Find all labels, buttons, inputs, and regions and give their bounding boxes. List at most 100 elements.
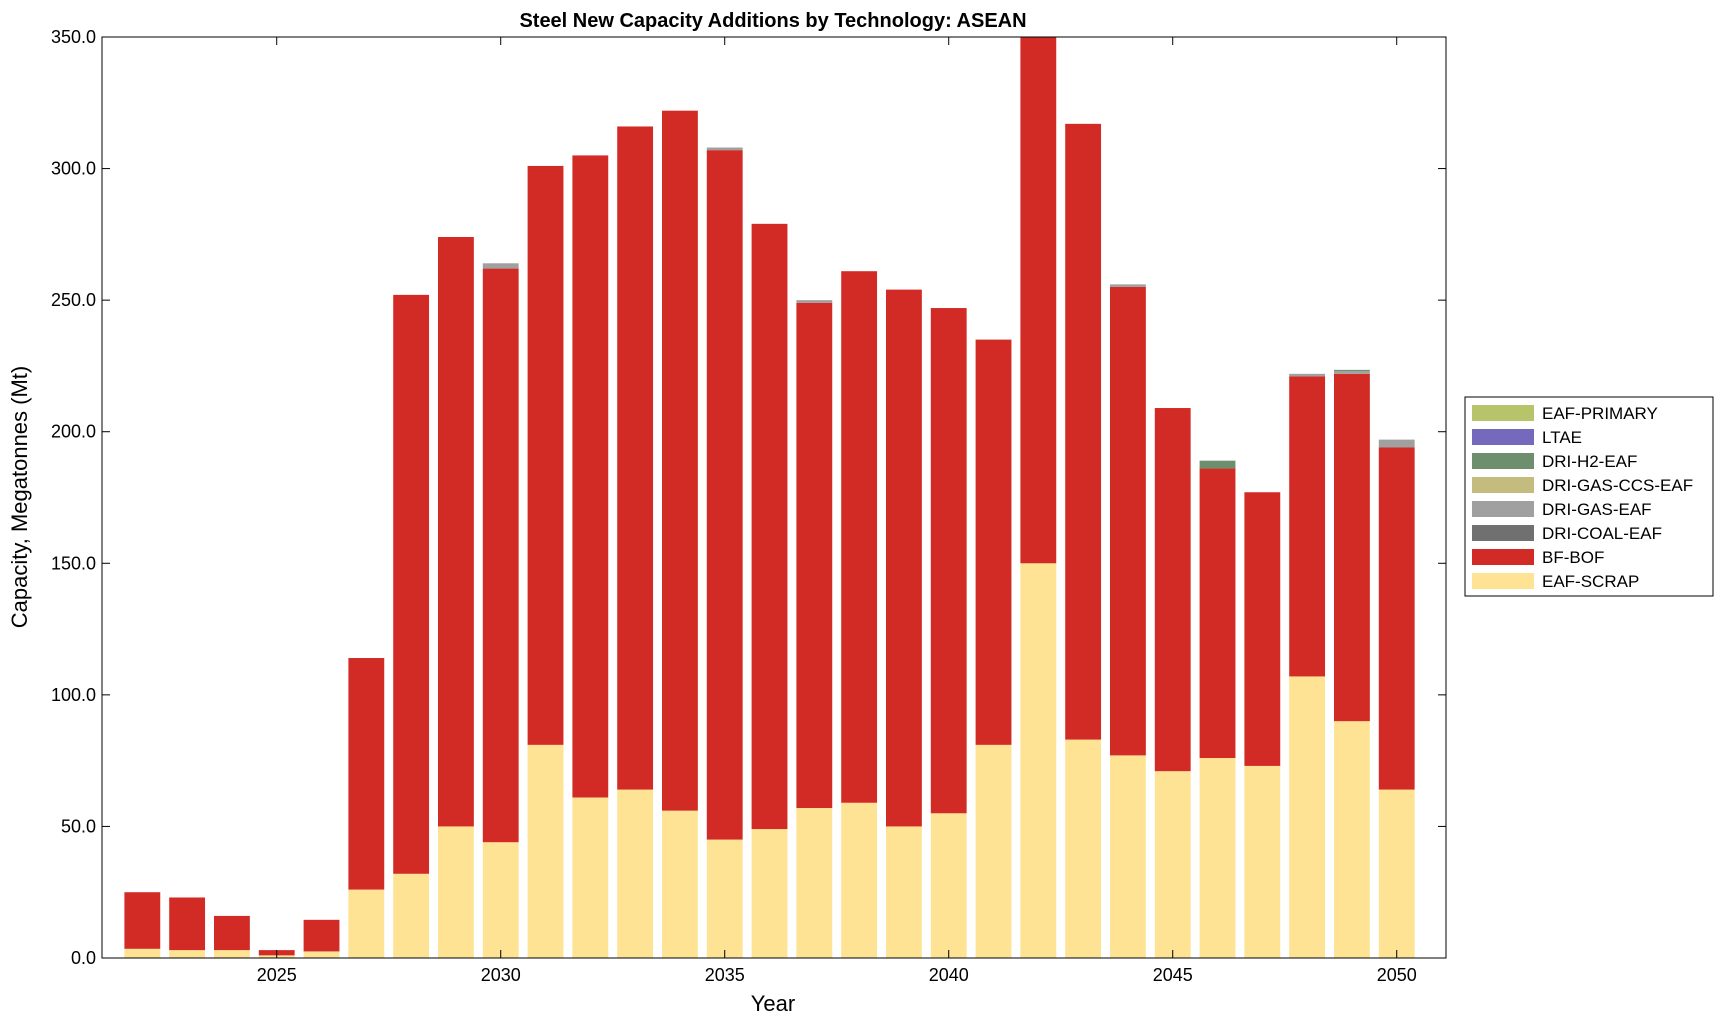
bar-bf-bof-2050 [1378,447,1415,790]
bar-bf-bof-2049 [1334,373,1370,722]
bar-eaf-scrap-2032 [572,797,609,958]
legend-swatch-dri-gas-ccs-eaf [1472,477,1534,493]
legend-swatch-eaf-primary [1472,405,1534,421]
bar-dri-h2-eaf-2049 [1334,369,1370,372]
bar-bf-bof-2026 [303,919,340,952]
bar-eaf-scrap-2029 [438,826,474,958]
bar-eaf-scrap-2045 [1154,771,1191,958]
bar-bf-bof-2028 [393,294,430,874]
bar-eaf-scrap-2039 [886,826,922,958]
bar-bf-bof-2047 [1244,492,1281,766]
legend-swatch-eaf-scrap [1472,573,1534,589]
bar-eaf-scrap-2023 [169,950,206,958]
bar-bf-bof-2038 [841,271,878,803]
bars-group [124,37,1415,958]
bar-bf-bof-2024 [214,915,250,951]
bar-bf-bof-2043 [1065,123,1102,740]
x-tick-label: 2045 [1153,965,1193,985]
bar-eaf-scrap-2026 [303,951,340,958]
bar-eaf-scrap-2048 [1289,676,1326,958]
bar-eaf-scrap-2049 [1334,721,1370,958]
x-axis-label: Year [751,991,795,1016]
bar-bf-bof-2042 [1020,37,1057,564]
legend-label-dri-coal-eaf: DRI-COAL-EAF [1542,524,1662,543]
bar-bf-bof-2023 [169,897,206,951]
bar-dri-gas-eaf-2037 [796,300,833,303]
x-tick-label: 2030 [481,965,521,985]
bar-eaf-scrap-2040 [930,813,967,958]
bar-eaf-scrap-2028 [393,873,430,958]
bar-eaf-scrap-2036 [751,829,788,958]
legend-swatch-dri-h2-eaf [1472,453,1534,469]
bar-bf-bof-2031 [527,165,564,745]
y-axis-label: Capacity, Megatonnes (Mt) [7,366,32,628]
bar-bf-bof-2022 [124,892,161,949]
bar-bf-bof-2032 [572,155,609,798]
bar-dri-gas-eaf-2048 [1289,373,1326,377]
bar-bf-bof-2039 [886,289,922,827]
legend-label-dri-h2-eaf: DRI-H2-EAF [1542,452,1637,471]
legend-swatch-bf-bof [1472,549,1534,565]
bar-eaf-scrap-2031 [527,744,564,958]
bar-bf-bof-2027 [348,658,385,890]
bar-eaf-scrap-2034 [662,810,698,958]
legend-swatch-dri-gas-eaf [1472,501,1534,517]
bar-eaf-scrap-2044 [1110,755,1146,958]
legend-swatch-dri-coal-eaf [1472,525,1534,541]
bar-eaf-scrap-2022 [124,948,161,958]
bar-bf-bof-2046 [1199,468,1236,759]
bar-bf-bof-2036 [751,223,788,830]
legend-label-eaf-primary: EAF-PRIMARY [1542,404,1658,423]
x-tick-label: 2040 [929,965,969,985]
chart-title: Steel New Capacity Additions by Technolo… [519,10,1026,32]
y-axis: 0.0 50.0 100.0 150.0 200.0 250.0 300.0 350.0 [51,27,1446,968]
bar-eaf-scrap-2043 [1065,739,1102,958]
bar-bf-bof-2030 [482,268,519,843]
bar-dri-gas-eaf-2035 [706,147,743,151]
y-tick-label: 0.0 [71,948,96,968]
y-tick-label: 100.0 [51,685,96,705]
y-tick-label: 250.0 [51,290,96,310]
bar-eaf-scrap-2041 [975,744,1012,958]
bar-bf-bof-2041 [975,339,1012,745]
bar-bf-bof-2034 [662,110,698,811]
y-tick-label: 350.0 [51,27,96,47]
bar-dri-gas-eaf-2044 [1110,284,1146,287]
bar-dri-gas-eaf-2050 [1378,439,1415,448]
legend-label-bf-bof: BF-BOF [1542,548,1604,567]
plot-frame [101,36,1447,959]
bar-eaf-scrap-2024 [214,950,250,958]
legend-label-eaf-scrap: EAF-SCRAP [1542,572,1639,591]
bar-dri-gas-eaf-2030 [482,263,519,269]
legend-label-dri-gas-ccs-eaf: DRI-GAS-CCS-EAF [1542,476,1693,495]
bar-eaf-scrap-2033 [617,789,654,958]
bar-bf-bof-2045 [1154,408,1191,772]
bar-eaf-scrap-2037 [796,808,833,958]
y-tick-label: 200.0 [51,422,96,442]
bar-eaf-scrap-2027 [348,889,385,958]
y-tick-label: 50.0 [61,816,96,836]
bar-eaf-scrap-2047 [1244,765,1281,958]
bar-dri-gas-eaf-2049 [1334,371,1370,374]
legend-swatch-ltae [1472,429,1534,445]
y-tick-label: 150.0 [51,553,96,573]
bar-bf-bof-2029 [438,236,474,827]
x-tick-label: 2025 [257,965,297,985]
bar-bf-bof-2035 [706,150,743,840]
bar-bf-bof-2037 [796,302,833,808]
y-tick-label: 300.0 [51,159,96,179]
x-tick-label: 2050 [1377,965,1417,985]
bar-eaf-scrap-2050 [1378,789,1415,958]
x-tick-label: 2035 [705,965,745,985]
bar-bf-bof-2033 [617,126,654,790]
bar-dri-h2-eaf-2046 [1199,460,1236,469]
bar-eaf-scrap-2035 [706,839,743,958]
bar-eaf-scrap-2038 [841,802,878,958]
legend-label-dri-gas-eaf: DRI-GAS-EAF [1542,500,1652,519]
bar-eaf-scrap-2046 [1199,758,1236,958]
bar-bf-bof-2048 [1289,376,1326,677]
x-axis: 2025 2030 2035 2040 2045 2050 [257,37,1417,985]
bar-eaf-scrap-2042 [1020,563,1057,958]
bar-bf-bof-2040 [930,308,967,814]
